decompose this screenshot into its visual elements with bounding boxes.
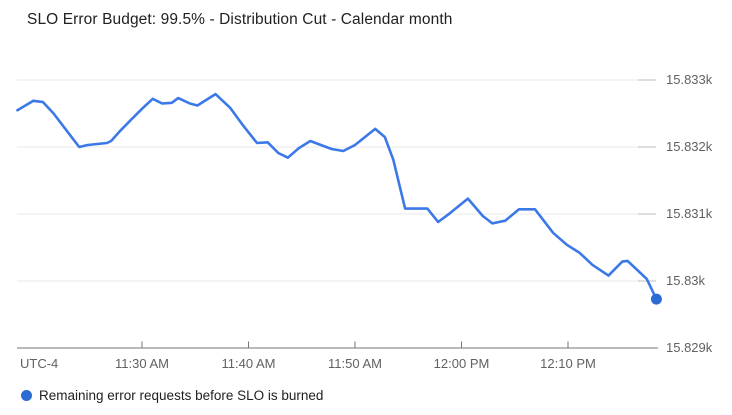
- utc-offset-label: UTC-4: [20, 356, 59, 371]
- x-axis-label: 11:30 AM: [115, 356, 169, 371]
- series-end-dot[interactable]: [650, 293, 662, 305]
- x-axis-label: 11:50 AM: [328, 356, 382, 371]
- chart-title: SLO Error Budget: 99.5% - Distribution C…: [27, 11, 453, 28]
- x-axis-label: 12:10 PM: [540, 356, 596, 371]
- legend-item[interactable]: Remaining error requests before SLO is b…: [21, 388, 323, 403]
- legend-marker-icon: [21, 390, 32, 401]
- y-axis-label: 15.833k: [666, 72, 713, 87]
- x-axis-label: 11:40 AM: [221, 356, 276, 371]
- legend-label: Remaining error requests before SLO is b…: [39, 388, 324, 403]
- y-axis-label: 15.83k: [666, 273, 706, 288]
- y-axis-label: 15.832k: [666, 139, 713, 154]
- x-axis-label: 12:00 PM: [433, 356, 490, 371]
- series-line[interactable]: [16, 92, 658, 301]
- y-axis-label: 15.831k: [666, 206, 713, 221]
- y-axis-label: 15.829k: [666, 340, 713, 355]
